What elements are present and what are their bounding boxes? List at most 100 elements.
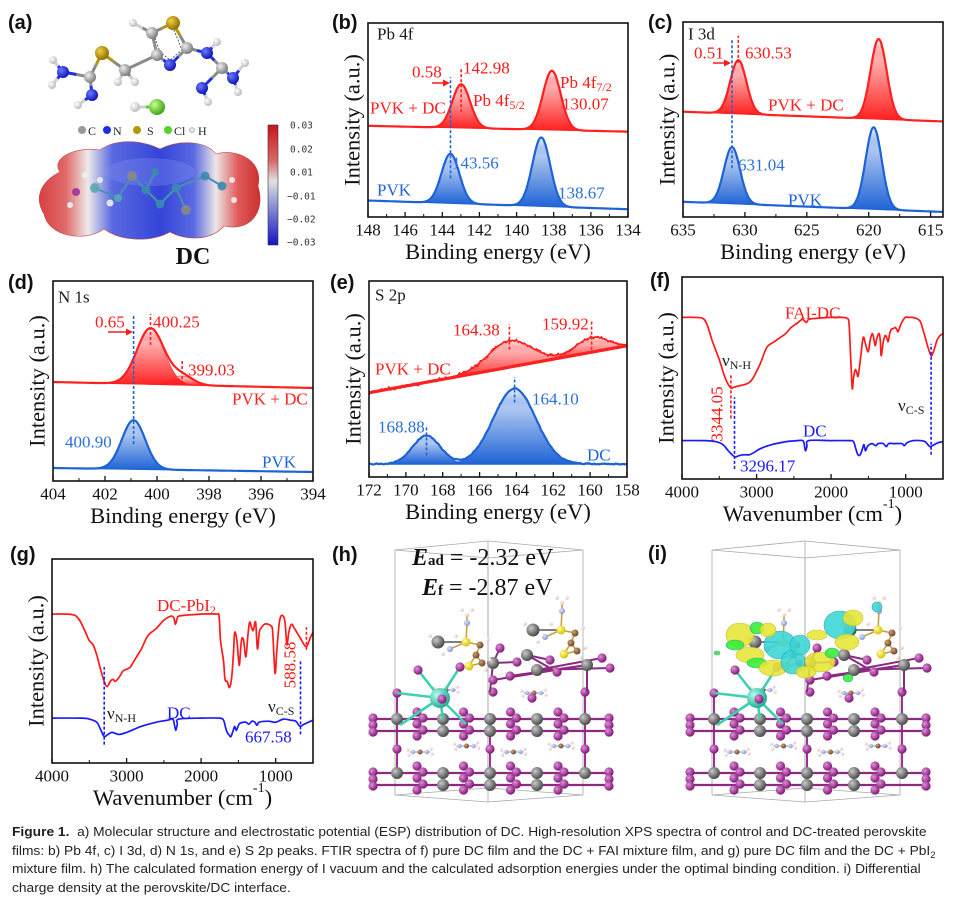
legend-carbon-icon [78, 126, 86, 134]
peak-value-label: 142.98 [463, 59, 510, 78]
atom-h-icon [407, 753, 411, 757]
atom-n-icon [201, 47, 213, 59]
panel-label-a: (a) [8, 12, 32, 34]
peak-value-label: 3344.05 [708, 386, 727, 441]
atom-i-icon [822, 773, 833, 783]
x-tick-label: 2000 [814, 483, 848, 502]
y-axis-title: Intensity (a.u.) [341, 313, 366, 445]
atom-i-icon [464, 725, 475, 735]
x-tick-label: 146 [392, 221, 418, 240]
atom-pb-icon [391, 713, 403, 725]
legend-sulfur-icon [133, 126, 141, 134]
charge-accumulation-blob [824, 647, 840, 659]
atom-c-icon [781, 743, 786, 749]
atom-i-icon [754, 694, 764, 704]
atom-i-icon [735, 767, 745, 777]
atom-pb-icon [531, 713, 543, 725]
atom-n-icon [821, 749, 826, 755]
atom-h-icon [547, 742, 551, 746]
peak-subscript: 7/2 [596, 80, 611, 94]
x-tick-label: 396 [248, 485, 274, 504]
x-tick-label: 166 [467, 481, 493, 500]
atom-i-icon [729, 731, 739, 741]
chart-d-xps-n1s: 404 402 400 398 396 394 Binding energy (eV) Int… [25, 280, 326, 528]
x-tick-label: 3000 [110, 767, 144, 786]
atom-c-icon [571, 629, 579, 637]
energy-symbol: E [411, 545, 428, 571]
atom-h-icon [523, 752, 528, 756]
esp-atom-icon [181, 205, 191, 215]
series-dc [682, 439, 943, 458]
chart-title: I 3d [688, 25, 715, 44]
charge-accumulation-blob [795, 665, 817, 679]
atom-i-icon [597, 653, 607, 663]
atom-i-icon [511, 779, 522, 789]
atom-h-icon [772, 685, 776, 689]
esp-atom-icon [90, 183, 100, 193]
series-line [682, 316, 943, 390]
charge-accumulation-blob [725, 639, 745, 651]
atom-i-icon [580, 687, 590, 697]
atom-pb-icon [437, 767, 449, 779]
x-axis-title: Binding energy (eV) [405, 239, 591, 264]
plot-frame [682, 21, 944, 218]
atom-n-icon [859, 634, 865, 640]
chart-b-annotations: Pb 4f 0.58 142.98 Pb 4f5/2 PVK + DC Pb 4… [370, 25, 612, 203]
atom-h-icon [724, 753, 728, 757]
atom-i-icon [781, 713, 792, 723]
adsorption-energy-label: Ead = -2.32 eV [411, 545, 554, 571]
x-axis-title-text: Wavenumber (cm [723, 501, 883, 526]
atom-h-icon [866, 622, 870, 626]
atom-h-icon [213, 38, 221, 46]
x-tick-label: 136 [578, 221, 604, 240]
chart-title: Pb 4f [377, 25, 414, 44]
atom-c-icon [890, 647, 898, 655]
atom-n-icon [841, 690, 847, 696]
atom-i-icon [897, 744, 907, 754]
band-subscript: C-S [276, 704, 295, 718]
atom-i-icon [527, 693, 537, 703]
atom-i-icon [580, 744, 590, 754]
series-line [368, 136, 628, 211]
atom-i-icon [822, 731, 833, 741]
atom-c-icon [558, 743, 564, 749]
atom-i-icon [775, 719, 786, 729]
atom-h-icon [571, 746, 575, 750]
panel-label-b: (b) [332, 12, 358, 34]
atom-n-icon [471, 743, 476, 749]
energy-value: = -2.87 eV [443, 575, 553, 601]
atom-i-icon [781, 779, 792, 789]
atom-i-icon [418, 779, 428, 789]
peak-fill [841, 126, 906, 211]
esp-atom-icon [97, 177, 103, 183]
shift-value-label: 0.58 [412, 63, 442, 82]
atom-i-icon [729, 761, 739, 771]
atom-pb-icon [754, 779, 766, 791]
series-pvk-dc [53, 327, 313, 390]
atom-pb-icon [848, 767, 860, 779]
atom-i-icon [775, 785, 786, 795]
atom-i-icon [604, 727, 614, 737]
atom-c-icon [884, 639, 892, 647]
panel-label-g: (g) [10, 544, 36, 566]
shift-value-label: 0.51 [694, 44, 724, 63]
esp-surface [39, 141, 261, 240]
atom-h-icon [837, 689, 841, 693]
atom-i-icon [511, 767, 522, 777]
atom-i-icon [505, 731, 516, 741]
atom-s-icon [876, 649, 886, 659]
x-tick-label: 138 [541, 221, 567, 240]
atom-i-icon [822, 785, 833, 795]
molecule-label: DC [176, 244, 211, 270]
series-pvk-dc [369, 335, 627, 395]
series-dc-pbi [52, 612, 313, 689]
x-tick-label: 620 [856, 221, 882, 240]
atom-h-icon [787, 608, 791, 612]
atom-pb-icon [896, 767, 908, 779]
shift-arrow-icon [432, 79, 450, 87]
series-label: PVK + DC [232, 390, 308, 409]
peak-value-label: 138.67 [558, 184, 605, 203]
atom-pb-icon [801, 767, 813, 779]
legend-chlorine-icon [164, 126, 172, 134]
